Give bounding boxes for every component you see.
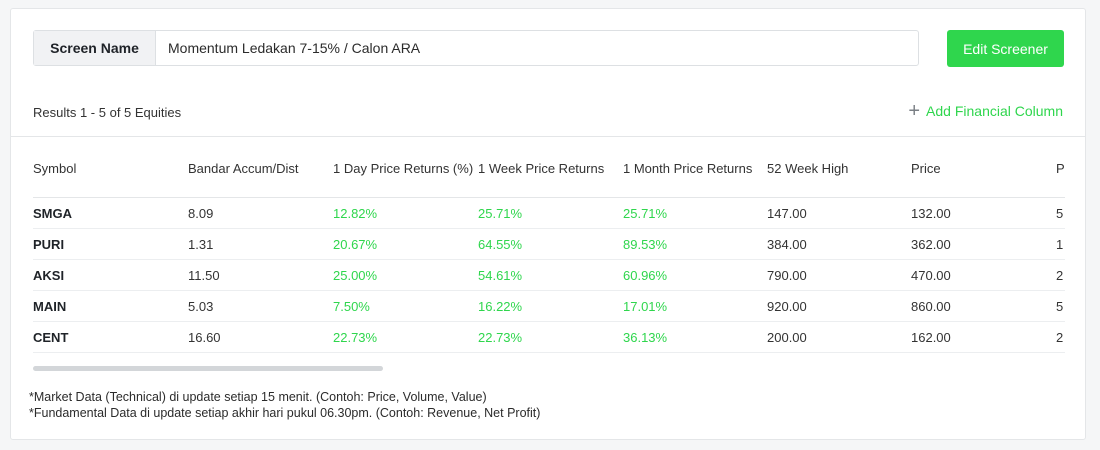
- table-row[interactable]: CENT 16.60 22.73% 22.73% 36.13% 200.00 1…: [33, 321, 1065, 353]
- table-cell: 11.50: [188, 259, 333, 291]
- table-cell: 147.00: [767, 197, 911, 229]
- table-cell: 2: [1056, 321, 1065, 353]
- table-cell: 7.50%: [333, 290, 478, 322]
- table-cell: 860.00: [911, 290, 1056, 322]
- table-cell: 200.00: [767, 321, 911, 353]
- table-row[interactable]: MAIN 5.03 7.50% 16.22% 17.01% 920.00 860…: [33, 290, 1065, 322]
- horizontal-scrollbar[interactable]: [33, 366, 1065, 371]
- symbol-cell[interactable]: MAIN: [33, 290, 188, 322]
- table-row[interactable]: AKSI 11.50 25.00% 54.61% 60.96% 790.00 4…: [33, 259, 1065, 291]
- table-cell: 470.00: [911, 259, 1056, 291]
- footnote-fundamental-data: *Fundamental Data di update setiap akhir…: [29, 406, 541, 420]
- table-cell: 16.22%: [478, 290, 623, 322]
- screen-name-field: Screen Name: [33, 30, 919, 66]
- table-cell: 16.60: [188, 321, 333, 353]
- table-cell: 1: [1056, 228, 1065, 260]
- screener-panel: Screen Name Edit Screener Results 1 - 5 …: [10, 8, 1086, 440]
- symbol-cell[interactable]: SMGA: [33, 197, 188, 229]
- table-cell: 36.13%: [623, 321, 767, 353]
- table-cell: 5: [1056, 290, 1065, 322]
- table-row[interactable]: SMGA 8.09 12.82% 25.71% 25.71% 147.00 13…: [33, 197, 1065, 229]
- table-cell: 25.00%: [333, 259, 478, 291]
- symbol-cell[interactable]: AKSI: [33, 259, 188, 291]
- symbol-cell[interactable]: PURI: [33, 228, 188, 260]
- table-row[interactable]: PURI 1.31 20.67% 64.55% 89.53% 384.00 36…: [33, 228, 1065, 260]
- column-header[interactable]: 52 Week High: [767, 137, 911, 198]
- table-cell: 920.00: [767, 290, 911, 322]
- table-cell: 22.73%: [478, 321, 623, 353]
- table-cell: 362.00: [911, 228, 1056, 260]
- table-cell: 8.09: [188, 197, 333, 229]
- table-cell: 54.61%: [478, 259, 623, 291]
- column-header[interactable]: P: [1056, 137, 1065, 198]
- table-cell: 5.03: [188, 290, 333, 322]
- add-financial-column-label: Add Financial Column: [926, 103, 1063, 119]
- table-cell: 1.31: [188, 228, 333, 260]
- table-cell: 790.00: [767, 259, 911, 291]
- table-cell: 2: [1056, 259, 1065, 291]
- table-cell: 25.71%: [623, 197, 767, 229]
- table-header-row: Symbol Bandar Accum/Dist 1 Day Price Ret…: [33, 137, 1065, 198]
- table-cell: 17.01%: [623, 290, 767, 322]
- divider: [11, 136, 1085, 137]
- column-header[interactable]: Bandar Accum/Dist: [188, 137, 333, 198]
- table-cell: 25.71%: [478, 197, 623, 229]
- table-cell: 384.00: [767, 228, 911, 260]
- column-header[interactable]: Symbol: [33, 137, 188, 198]
- screen-name-label: Screen Name: [34, 31, 156, 65]
- table-cell: 60.96%: [623, 259, 767, 291]
- add-financial-column-button[interactable]: + Add Financial Column: [908, 100, 1063, 122]
- results-table: Symbol Bandar Accum/Dist 1 Day Price Ret…: [33, 137, 1065, 353]
- table-cell: 5: [1056, 197, 1065, 229]
- symbol-cell[interactable]: CENT: [33, 321, 188, 353]
- column-header[interactable]: 1 Day Price Returns (%): [333, 137, 478, 198]
- table-cell: 132.00: [911, 197, 1056, 229]
- edit-screener-button[interactable]: Edit Screener: [947, 30, 1064, 67]
- table-cell: 162.00: [911, 321, 1056, 353]
- footnote-market-data: *Market Data (Technical) di update setia…: [29, 390, 487, 404]
- table-cell: 12.82%: [333, 197, 478, 229]
- table-cell: 22.73%: [333, 321, 478, 353]
- footnotes: *Market Data (Technical) di update setia…: [29, 389, 540, 421]
- table-cell: 64.55%: [478, 228, 623, 260]
- results-summary: Results 1 - 5 of 5 Equities: [33, 105, 182, 120]
- column-header[interactable]: 1 Month Price Returns: [623, 137, 767, 198]
- scrollbar-thumb[interactable]: [33, 366, 383, 371]
- screen-name-input[interactable]: [156, 31, 918, 65]
- table-cell: 89.53%: [623, 228, 767, 260]
- plus-icon: +: [908, 100, 921, 122]
- column-header[interactable]: 1 Week Price Returns: [478, 137, 623, 198]
- results-table-container: Symbol Bandar Accum/Dist 1 Day Price Ret…: [33, 137, 1065, 367]
- column-header[interactable]: Price: [911, 137, 1056, 198]
- table-cell: 20.67%: [333, 228, 478, 260]
